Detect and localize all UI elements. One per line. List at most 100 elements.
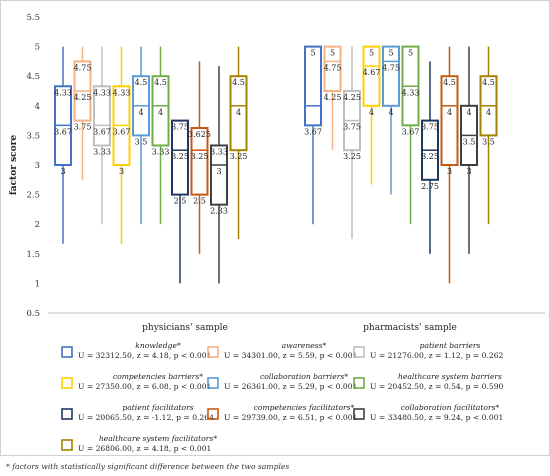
data-label: 3 (119, 167, 124, 176)
y-tick-label: 5.5 (26, 13, 40, 23)
legend-swatch (207, 408, 219, 420)
data-label: 4.5 (135, 78, 148, 87)
data-label: 3.75 (171, 123, 189, 132)
box-pharmacists-9: 4.5 4 3.5 (479, 46, 498, 225)
legend-name: collaboration barriers* (260, 372, 348, 381)
legend-stat: U = 26361.00, z = 5.29, p < 0.001 (224, 382, 357, 391)
legend: knowledge*U = 32312.50, z = 4.18, p < 0.… (61, 341, 504, 453)
data-label: 3.33 (93, 147, 111, 156)
data-label: 4.25 (324, 93, 342, 102)
legend-stat: U = 32312.50, z = 4.18, p < 0.001 (78, 351, 211, 360)
data-label: 4 (158, 108, 163, 117)
box-iqr (151, 75, 170, 147)
data-label: 4.5 (232, 78, 245, 87)
legend-item-8: collaboration facilitators*U = 33480.50,… (353, 403, 503, 422)
data-label: 3.33 (152, 147, 170, 156)
data-label: 4.67 (363, 68, 381, 77)
y-tick-label: 0.5 (26, 309, 40, 319)
legend-name: healthcare system facilitators* (99, 434, 217, 443)
data-label: 3.75 (343, 123, 361, 132)
legend-swatch (61, 346, 73, 358)
data-label: 3.5 (482, 137, 495, 146)
box-physicians-1: 4.75 4.25 3.75 (73, 46, 92, 180)
legend-stat: U = 21276.00, z = 1.12, p = 0.262 (370, 351, 504, 360)
y-axis-label: factor score (9, 135, 19, 196)
data-label: 3.67 (113, 127, 131, 136)
data-label: 2.33 (210, 207, 228, 216)
box-iqr (229, 75, 248, 152)
data-label: 3.75 (74, 123, 92, 132)
legend-name: collaboration facilitators* (401, 403, 500, 412)
legend-name: patient facilitators (122, 403, 193, 412)
data-label: 3 (60, 167, 65, 176)
y-tick-label: 1 (35, 279, 40, 289)
y-tick-label: 2.5 (26, 191, 40, 201)
data-label: 4 (466, 108, 471, 117)
data-label: 4.75 (324, 63, 342, 72)
box-physicians-0: 4.33 3.67 3 (54, 46, 72, 244)
box-physicians-2: 4.33 3.67 3.33 (93, 46, 111, 225)
legend-stat: U = 26806.00, z = 4.18, p < 0.001 (78, 444, 211, 453)
data-label: 4.25 (343, 93, 361, 102)
data-label: 5 (408, 49, 413, 58)
legend-stat: U = 27350.00, z = 6.08, p < 0.001 (78, 382, 211, 391)
data-label: 4.5 (154, 78, 167, 87)
data-label: 4.5 (482, 78, 495, 87)
box-iqr (304, 45, 322, 127)
data-label: 3.25 (421, 152, 439, 161)
data-label: 5 (388, 49, 393, 58)
data-label: 3.67 (304, 127, 322, 136)
data-label: 2.5 (193, 197, 206, 206)
box-physicians-5: 4.5 4 3.33 (151, 46, 170, 225)
data-label: 5 (369, 49, 374, 58)
data-label: 4 (369, 108, 374, 117)
legend-swatch (61, 408, 73, 420)
data-label: 5 (310, 49, 315, 58)
legend-name: knowledge* (135, 341, 181, 350)
legend-item-4: collaboration barriers*U = 26361.00, z =… (207, 372, 357, 391)
y-tick-label: 4.5 (26, 72, 40, 82)
box-physicians-3: 4.33 3.67 3 (112, 46, 131, 244)
data-label: 2.5 (174, 197, 187, 206)
legend-swatch (207, 346, 219, 358)
legend-stat: U = 20065.50, z = -1.12, p = 0.264 (78, 413, 214, 422)
box-pharmacists-2: 4.25 3.75 3.25 (343, 46, 361, 239)
data-label: 3.67 (402, 127, 420, 136)
y-axis-ticks: 0.5 1 1.5 2 2.5 3 3.5 4 4.5 5 5.5 (26, 13, 40, 319)
data-label: 4 (388, 108, 393, 117)
box-physicians-4: 4.5 4 3.5 (132, 46, 150, 225)
legend-swatch (61, 377, 73, 389)
box-pharmacists-5: 5 4.33 3.67 (401, 45, 420, 225)
box-physicians-7: 3.625 3.25 2.5 (188, 61, 211, 254)
y-tick-label: 5 (35, 43, 40, 53)
box-physicians-8: 3.33 3 2.33 (210, 66, 228, 284)
legend-name: healthcare system barriers (398, 372, 502, 381)
box-pharmacists-7: 4.5 4 3 (440, 46, 459, 284)
legend-swatch (353, 346, 365, 358)
legend-swatch (207, 377, 219, 389)
data-label: 3.625 (188, 130, 211, 139)
data-label: 4.5 (443, 78, 456, 87)
data-label: 4 (138, 108, 143, 117)
box-iqr (171, 119, 189, 196)
legend-swatch (353, 408, 365, 420)
footnote: * factors with statistically significant… (6, 462, 289, 471)
box-iqr (93, 85, 111, 147)
box-pharmacists-4: 5 4.75 4 (382, 45, 400, 195)
box-iqr (190, 127, 209, 196)
legend-name: competencies barriers* (113, 372, 203, 381)
data-label: 3.5 (463, 137, 476, 146)
legend-item-9: healthcare system facilitators*U = 26806… (61, 434, 217, 453)
legend-item-0: knowledge*U = 32312.50, z = 4.18, p < 0.… (61, 341, 211, 360)
legend-item-3: competencies barriers*U = 27350.00, z = … (61, 372, 211, 391)
data-label: 4.33 (402, 88, 420, 97)
data-label: 3.67 (93, 127, 111, 136)
data-label: 4 (447, 108, 452, 117)
legend-name: awareness* (282, 341, 327, 350)
legend-stat: U = 29739.00, z = 6.51, p < 0.001 (224, 413, 357, 422)
data-label: 3.25 (191, 152, 209, 161)
box-physicians-9: 4.5 4 3.25 (229, 46, 248, 239)
legend-name: patient barriers (420, 341, 481, 350)
